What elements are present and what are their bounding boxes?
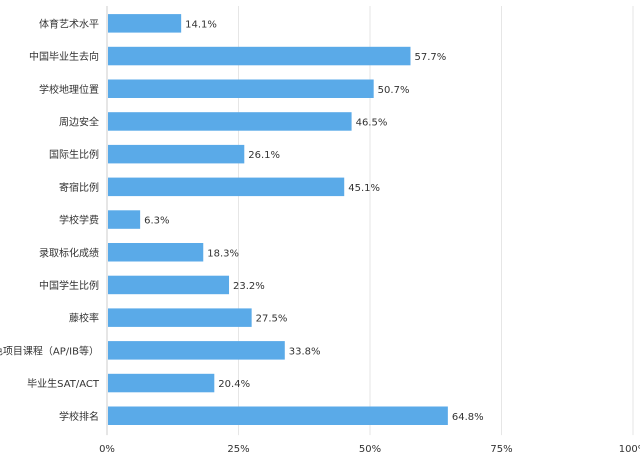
data-label: 46.5%: [356, 117, 388, 128]
data-label: 45.1%: [348, 183, 380, 194]
category-labels: 体育艺术水平中国毕业生去向学校地理位置周边安全国际生比例寄宿比例学校学费录取标化…: [0, 17, 100, 422]
category-label: 学校学费: [59, 214, 99, 227]
bar: [108, 275, 230, 295]
x-tick-label: 100%: [619, 444, 640, 455]
category-label: 特色项目课程（AP/IB等）: [0, 344, 99, 357]
category-label: 录取标化成绩: [39, 246, 99, 259]
bar: [108, 406, 448, 425]
category-label: 学校排名: [59, 410, 99, 423]
x-tick-label: 25%: [227, 444, 249, 455]
category-label: 学校地理位置: [39, 83, 99, 96]
bar: [108, 79, 374, 98]
data-label: 33.8%: [289, 346, 321, 357]
bar: [108, 341, 285, 360]
gridlines: [238, 6, 634, 436]
category-label: 国际生比例: [49, 148, 99, 161]
category-label: 周边安全: [59, 115, 99, 128]
bar: [108, 373, 215, 393]
data-labels: 14.1% 57.7% 50.7% 46.5% 26.1% 45.1% 6.3% 18.3% 2…: [144, 19, 483, 422]
category-label: 中国毕业生去向: [29, 50, 99, 63]
data-label: 18.3%: [207, 248, 239, 259]
bar: [108, 46, 411, 66]
x-tick-label: 75%: [490, 444, 512, 455]
category-label: 寄宿比例: [59, 181, 99, 194]
category-label: 中国学生比例: [39, 279, 99, 292]
data-label: 23.2%: [233, 281, 265, 292]
category-label: 藤校率: [69, 312, 99, 325]
bar: [108, 177, 345, 197]
bars: [108, 14, 448, 425]
data-label: 26.1%: [248, 150, 280, 161]
data-label: 20.4%: [218, 379, 250, 390]
data-label: 57.7%: [415, 52, 447, 63]
data-label: 6.3%: [144, 216, 169, 227]
x-tick-labels: 0% 25% 50% 75% 100%: [99, 444, 640, 455]
category-label: 体育艺术水平: [39, 17, 99, 30]
x-tick-label: 50%: [359, 444, 381, 455]
data-label: 64.8%: [452, 412, 484, 423]
bar: [108, 14, 182, 33]
x-tick-label: 0%: [99, 444, 115, 455]
bar: [108, 112, 352, 131]
bar: [108, 144, 245, 164]
data-label: 14.1%: [185, 19, 217, 30]
category-label: 毕业生SAT/ACT: [27, 377, 100, 390]
data-label: 27.5%: [256, 314, 288, 325]
bar: [108, 243, 204, 262]
data-label: 50.7%: [378, 85, 410, 96]
bar: [108, 210, 141, 229]
bar: [108, 308, 252, 327]
